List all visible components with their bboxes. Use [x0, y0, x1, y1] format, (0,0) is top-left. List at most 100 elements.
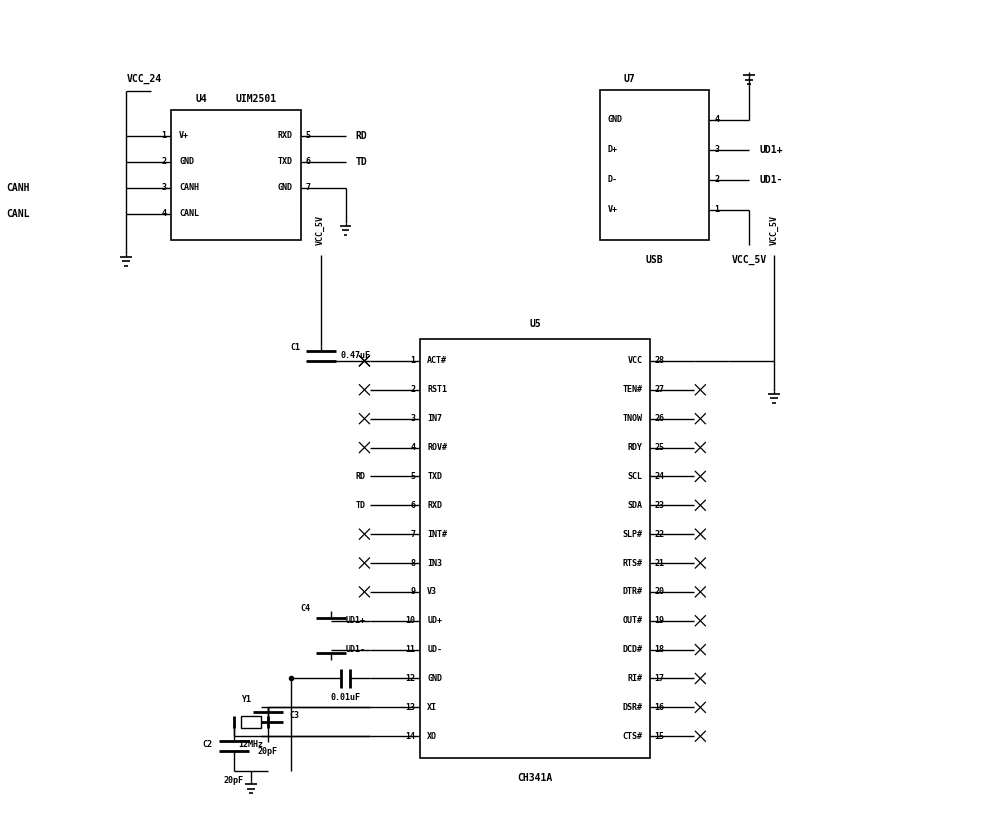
- Text: V3: V3: [427, 587, 437, 597]
- Text: 8: 8: [410, 559, 415, 567]
- Text: UD1+: UD1+: [759, 145, 783, 155]
- Text: VCC: VCC: [628, 357, 643, 366]
- Text: 7: 7: [306, 183, 311, 192]
- Text: UD1+: UD1+: [345, 616, 365, 625]
- Text: V+: V+: [179, 132, 189, 140]
- Text: 4: 4: [714, 116, 719, 124]
- Text: CANH: CANH: [179, 183, 199, 192]
- Text: GND: GND: [427, 674, 442, 683]
- Text: UD1-: UD1-: [345, 645, 365, 654]
- Text: RTS#: RTS#: [623, 559, 643, 567]
- Text: RXD: RXD: [278, 132, 293, 140]
- Text: SCL: SCL: [628, 472, 643, 481]
- Text: U4: U4: [195, 94, 207, 104]
- Text: 18: 18: [654, 645, 664, 654]
- Text: 24: 24: [654, 472, 664, 481]
- Bar: [241, 716, 261, 727]
- Text: 0.47uF: 0.47uF: [341, 352, 371, 361]
- Text: UIM2501: UIM2501: [235, 94, 276, 104]
- Text: 10: 10: [405, 616, 415, 625]
- Text: RD: RD: [355, 131, 367, 141]
- Text: VCC_5V: VCC_5V: [316, 215, 325, 245]
- Text: 20pF: 20pF: [258, 748, 278, 756]
- Text: 15: 15: [654, 732, 664, 741]
- Text: 2: 2: [714, 175, 719, 185]
- Text: 3: 3: [410, 414, 415, 423]
- Text: 27: 27: [654, 385, 664, 394]
- Text: TD: TD: [355, 157, 367, 167]
- Text: 7: 7: [410, 529, 415, 539]
- Text: 4: 4: [410, 443, 415, 452]
- Text: 17: 17: [654, 674, 664, 683]
- Text: RI#: RI#: [628, 674, 643, 683]
- Text: IN3: IN3: [427, 559, 442, 567]
- Text: DSR#: DSR#: [623, 703, 643, 711]
- Text: INT#: INT#: [427, 529, 447, 539]
- Text: GND: GND: [278, 183, 293, 192]
- Text: XI: XI: [427, 703, 437, 711]
- Text: 16: 16: [654, 703, 664, 711]
- Text: IN7: IN7: [427, 414, 442, 423]
- Text: C2: C2: [202, 740, 212, 748]
- Text: TXD: TXD: [427, 472, 442, 481]
- Text: ACT#: ACT#: [427, 357, 447, 366]
- Text: 1: 1: [161, 132, 166, 140]
- Text: CANL: CANL: [179, 209, 199, 218]
- Text: 28: 28: [654, 357, 664, 366]
- Text: 12MHz: 12MHz: [238, 740, 263, 748]
- Text: XO: XO: [427, 732, 437, 741]
- Text: RDY: RDY: [628, 443, 643, 452]
- Text: 19: 19: [654, 616, 664, 625]
- Text: C4: C4: [301, 604, 311, 613]
- Text: U7: U7: [624, 74, 635, 84]
- Text: CANH: CANH: [7, 183, 30, 193]
- Text: D-: D-: [608, 175, 618, 185]
- Text: 3: 3: [714, 145, 719, 154]
- Text: 25: 25: [654, 443, 664, 452]
- Text: C1: C1: [291, 343, 301, 352]
- Text: TEN#: TEN#: [623, 385, 643, 394]
- Text: 2: 2: [161, 158, 166, 166]
- Text: Y1: Y1: [241, 695, 251, 704]
- Text: RD: RD: [355, 472, 365, 481]
- Text: SDA: SDA: [628, 501, 643, 510]
- Text: RST1: RST1: [427, 385, 447, 394]
- Text: TD: TD: [355, 501, 365, 510]
- Text: TNOW: TNOW: [623, 414, 643, 423]
- Text: 23: 23: [654, 501, 664, 510]
- Text: UD+: UD+: [427, 616, 442, 625]
- Text: 14: 14: [405, 732, 415, 741]
- Text: VCC_5V: VCC_5V: [770, 215, 779, 245]
- Text: 20pF: 20pF: [224, 776, 244, 785]
- Text: V+: V+: [608, 206, 618, 214]
- Text: D+: D+: [608, 145, 618, 154]
- Text: 2: 2: [410, 385, 415, 394]
- Text: TXD: TXD: [278, 158, 293, 166]
- Text: CANL: CANL: [7, 209, 30, 219]
- Text: VCC_24: VCC_24: [126, 74, 161, 84]
- Text: 12: 12: [405, 674, 415, 683]
- Text: SLP#: SLP#: [623, 529, 643, 539]
- Text: 20: 20: [654, 587, 664, 597]
- Text: 21: 21: [654, 559, 664, 567]
- Text: CTS#: CTS#: [623, 732, 643, 741]
- Text: 11: 11: [405, 645, 415, 654]
- Text: CH341A: CH341A: [517, 773, 553, 783]
- Text: 6: 6: [306, 158, 311, 166]
- Text: VCC_5V: VCC_5V: [732, 254, 767, 265]
- Text: U5: U5: [529, 320, 541, 329]
- Text: 0.01uF: 0.01uF: [331, 694, 361, 702]
- Text: UD1-: UD1-: [759, 175, 783, 185]
- Text: GND: GND: [608, 116, 623, 124]
- Bar: [420, 339, 650, 758]
- Text: 26: 26: [654, 414, 664, 423]
- Text: ROV#: ROV#: [427, 443, 447, 452]
- Text: USB: USB: [646, 254, 663, 264]
- Text: 4: 4: [161, 209, 166, 218]
- Text: DCD#: DCD#: [623, 645, 643, 654]
- Text: 3: 3: [161, 183, 166, 192]
- Bar: [600, 90, 709, 240]
- Text: RXD: RXD: [427, 501, 442, 510]
- Text: OUT#: OUT#: [623, 616, 643, 625]
- Text: DTR#: DTR#: [623, 587, 643, 597]
